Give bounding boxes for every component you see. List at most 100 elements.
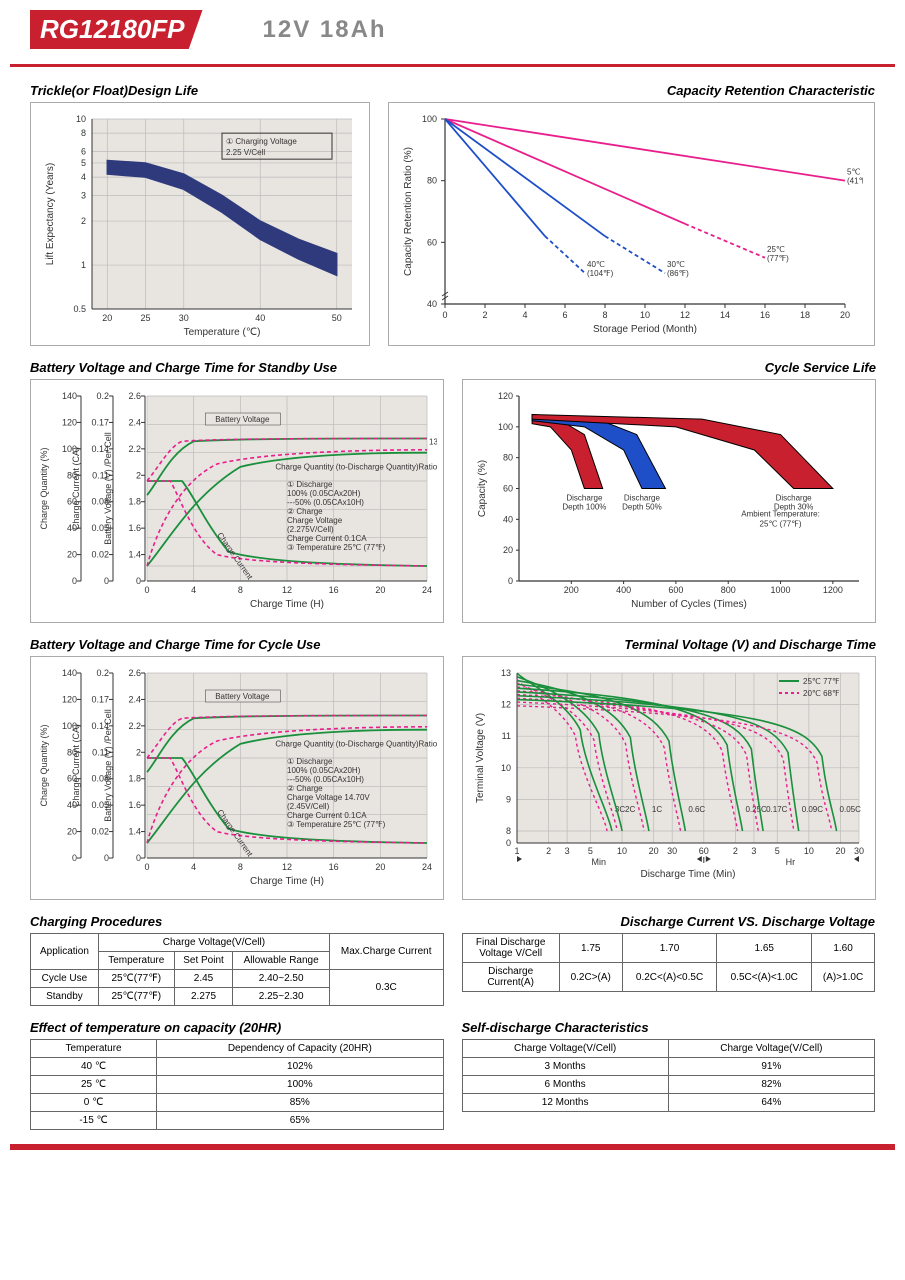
svg-text:1.4: 1.4 [128,550,141,560]
svg-text:100: 100 [498,422,513,432]
svg-text:1.8: 1.8 [128,774,141,784]
svg-text:(2.45V/Cell): (2.45V/Cell) [287,802,330,811]
discharge-title: Terminal Voltage (V) and Discharge Time [462,637,876,652]
cycleuse-title: Battery Voltage and Charge Time for Cycl… [30,637,444,652]
svg-text:40: 40 [255,313,265,323]
svg-text:(77℉): (77℉) [767,254,789,263]
svg-text:Storage Period (Month): Storage Period (Month) [593,324,697,335]
svg-text:0.17C: 0.17C [766,805,788,814]
td: 40 ℃ [31,1058,157,1076]
svg-text:30: 30 [179,313,189,323]
svg-text:30: 30 [854,846,864,856]
svg-text:400: 400 [616,585,631,595]
svg-text:---50% (0.05CAx10H): ---50% (0.05CAx10H) [287,775,364,784]
svg-text:0: 0 [506,838,511,848]
svg-text:140: 140 [62,668,77,678]
svg-text:40: 40 [427,299,437,309]
svg-text:2: 2 [482,310,487,320]
svg-text:5℃: 5℃ [847,168,860,177]
svg-text:20: 20 [375,862,385,872]
svg-text:Charge Time (H): Charge Time (H) [250,599,324,610]
svg-text:Charge Time (H): Charge Time (H) [250,876,324,887]
svg-text:Charge Quantity (to-Discharge: Charge Quantity (to-Discharge Quantity)R… [275,740,437,749]
svg-text:100% (0.05CAx20H): 100% (0.05CAx20H) [287,489,361,498]
svg-text:0.2: 0.2 [96,391,109,401]
svg-text:Charge Voltage: Charge Voltage [287,516,343,525]
svg-text:20: 20 [67,827,77,837]
svg-text:2.6: 2.6 [128,391,141,401]
svg-text:1.4: 1.4 [128,827,141,837]
svg-text:20: 20 [840,310,850,320]
svg-text:50: 50 [332,313,342,323]
svg-text:Discharge: Discharge [566,494,603,503]
discharge-iv-title: Discharge Current VS. Discharge Voltage [462,914,876,929]
svg-text:20: 20 [835,846,845,856]
svg-text:60: 60 [427,237,437,247]
charging-table: Application Charge Voltage(V/Cell) Max.C… [30,933,444,1006]
svg-text:13: 13 [501,668,511,678]
svg-text:12: 12 [282,585,292,595]
td: 12 Months [462,1094,668,1112]
svg-text:0.5: 0.5 [73,304,86,314]
svg-text:Charge Quantity (%): Charge Quantity (%) [39,724,49,806]
model-badge: RG12180FP [30,10,203,49]
td-h1: Final Discharge Voltage V/Cell [462,934,559,963]
svg-text:24: 24 [422,585,432,595]
svg-text:100: 100 [422,114,437,124]
svg-text:2: 2 [733,846,738,856]
svg-text:120: 120 [498,391,513,401]
svg-text:100% (0.05CAx20H): 100% (0.05CAx20H) [287,766,361,775]
svg-text:(2.275V/Cell): (2.275V/Cell) [287,525,334,534]
svg-text:8: 8 [238,862,243,872]
selfdisch-table: Charge Voltage(V/Cell) Charge Voltage(V/… [462,1039,876,1112]
svg-text:20: 20 [67,550,77,560]
model-spec: 12V 18Ah [263,16,387,44]
svg-text:25: 25 [141,313,151,323]
svg-text:10: 10 [76,114,86,124]
standby-chart: 0481216202402040608010012014000.020.050.… [30,379,444,623]
svg-text:0: 0 [72,853,77,863]
svg-text:0.17: 0.17 [91,417,109,427]
svg-text:Charge Quantity (to-Discharge: Charge Quantity (to-Discharge Quantity)R… [275,463,437,472]
th-app: Application [31,934,99,970]
svg-text:60: 60 [503,484,513,494]
svg-text:Capacity Retention Ratio (%): Capacity Retention Ratio (%) [403,147,414,276]
svg-text:20: 20 [503,545,513,555]
svg-text:(104℉): (104℉) [587,269,614,278]
svg-text:16: 16 [329,862,339,872]
svg-text:0: 0 [104,853,109,863]
cycleuse-chart: 0481216202402040608010012014000.020.050.… [30,656,444,900]
cyclelife-chart: 20040060080010001200020406080100120Disch… [462,379,876,623]
svg-text:① Charging Voltage: ① Charging Voltage [226,137,297,146]
svg-text:Charge Current (CA): Charge Current (CA) [71,724,81,807]
td: 102% [157,1058,443,1076]
cyclelife-title: Cycle Service Life [462,360,876,375]
svg-text:(41℉): (41℉) [847,177,863,186]
svg-text:25℃: 25℃ [767,245,785,254]
svg-text:Discharge Time (Min): Discharge Time (Min) [640,869,735,880]
svg-text:Depth 50%: Depth 50% [622,503,662,512]
td: 1.65 [717,934,812,963]
svg-text:0.25C: 0.25C [745,805,767,814]
svg-text:0.2: 0.2 [96,668,109,678]
svg-text:0: 0 [136,853,141,863]
td: 1.70 [622,934,717,963]
svg-text:4: 4 [522,310,527,320]
svg-text:0: 0 [144,862,149,872]
svg-text:10: 10 [501,763,511,773]
svg-text:1000: 1000 [771,585,791,595]
svg-text:1.6: 1.6 [128,800,141,810]
td: 82% [668,1076,874,1094]
svg-text:0.09C: 0.09C [802,805,824,814]
header: RG12180FP 12V 18Ah [30,10,875,49]
svg-text:14: 14 [720,310,730,320]
td: -15 ℃ [31,1112,157,1130]
trickle-title: Trickle(or Float)Design Life [30,83,370,98]
svg-text:2.4: 2.4 [128,417,141,427]
th-temp: Temperature [98,952,174,970]
svg-text:① Discharge: ① Discharge [287,757,333,766]
svg-text:60: 60 [699,846,709,856]
svg-text:③ Temperature 25℃ (77℉): ③ Temperature 25℃ (77℉) [287,820,386,829]
svg-text:1: 1 [81,260,86,270]
td: 2.40~2.50 [233,970,330,988]
